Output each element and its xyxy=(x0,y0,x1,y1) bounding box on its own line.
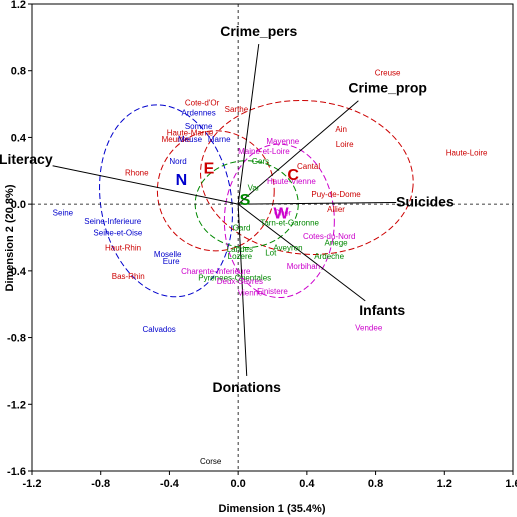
point-label-creuse: Creuse xyxy=(375,68,401,77)
point-label-mayenne: Mayenne xyxy=(266,137,299,146)
point-label-rhone: Rhone xyxy=(125,168,149,177)
group-centroid-s: S xyxy=(240,192,251,209)
point-label-eure: Eure xyxy=(163,257,180,266)
variable-vectors: Crime_pers Crime_prop Literacy Suicides Infa… xyxy=(0,23,454,395)
point-label-landes: Landes xyxy=(227,245,253,254)
point-label-gers: Gers xyxy=(252,157,269,166)
point-label-seine-inferieure: Seine-Inferieure xyxy=(84,217,141,226)
point-label-maine-et-loire: Maine-et-Loire xyxy=(238,147,290,156)
x-axis-ticks: -1.2 -0.8 -0.4 0.0 0.4 0.8 1.2 1.6 xyxy=(23,471,517,490)
point-label-ariege: Ariege xyxy=(324,239,348,248)
x-tick-label: 0.0 xyxy=(230,478,245,490)
point-label-gard: Gard xyxy=(233,223,251,232)
y-tick-label: -0.4 xyxy=(7,266,27,278)
point-label-meuse: Meuse xyxy=(178,135,203,144)
vector-line-crime-pers xyxy=(237,43,260,205)
y-tick-label: 1.2 xyxy=(11,0,26,11)
ellipse-C xyxy=(200,99,414,255)
vector-label-donations: Donations xyxy=(213,379,282,395)
x-tick-label: 0.8 xyxy=(368,478,383,490)
ellipse-W xyxy=(223,143,335,299)
y-tick-label: 0.4 xyxy=(11,132,27,144)
ellipse-N xyxy=(99,104,233,298)
x-axis-title: Dimension 1 (35.4%) xyxy=(219,503,326,515)
group-ellipses xyxy=(99,99,414,299)
point-label-calvados: Calvados xyxy=(142,325,175,334)
group-centroids: NE C S W xyxy=(176,160,300,222)
point-label-corse: Corse xyxy=(200,457,222,466)
vector-label-crime-prop: Crime_prop xyxy=(348,80,427,96)
x-tick-label: -1.2 xyxy=(23,478,42,490)
point-label-finistere: Finistere xyxy=(257,287,288,296)
point-label-charente-inferieure: Charente-Inferieure xyxy=(181,267,251,276)
point-labels: Creuse Haute-Loire Ain Loire Cantal Puy-de-Do… xyxy=(53,68,488,466)
point-label-seine-et-oise: Seine-et-Oise xyxy=(93,228,142,237)
vector-label-literacy: Literacy xyxy=(0,151,53,167)
point-label-haute-marne: Haute-Marne xyxy=(167,128,214,137)
point-label-aveyron: Aveyron xyxy=(273,244,302,253)
point-label-haute-loire: Haute-Loire xyxy=(446,148,488,157)
point-label-seine: Seine xyxy=(53,208,74,217)
point-label-meurthe: Meurthe xyxy=(162,135,192,144)
point-label-lozere: Lozere xyxy=(228,252,253,261)
point-label-cantal: Cantal xyxy=(297,162,320,171)
point-label-moselle: Moselle xyxy=(154,250,182,259)
point-label-cote-d-or: Cote-d'Or xyxy=(185,98,220,107)
vector-label-crime-pers: Crime_pers xyxy=(220,23,297,39)
group-centroid-w: W xyxy=(274,205,290,222)
point-label-tarn-et-garonne: Tarn-et-Garonne xyxy=(260,218,319,227)
point-label-sarthe: Sarthe xyxy=(225,105,249,114)
point-label-deux-sevres: Deux-Sevres xyxy=(217,277,263,286)
point-label-haut-rhin: Haut-Rhin xyxy=(105,244,141,253)
y-tick-label: 0.0 xyxy=(11,199,26,211)
vector-line-crime-prop xyxy=(237,100,359,205)
group-centroid-n: N xyxy=(176,172,188,189)
point-label-cher: Cher xyxy=(274,208,292,217)
point-label-bas-rhin: Bas-Rhin xyxy=(112,272,145,281)
point-label-allier: Allier xyxy=(327,205,345,214)
y-tick-label: -1.6 xyxy=(7,466,26,478)
point-label-vienne: Vienne xyxy=(238,289,263,298)
vector-line-literacy xyxy=(52,165,239,205)
point-label-loire: Loire xyxy=(336,140,354,149)
point-label-marne: Marne xyxy=(208,135,231,144)
point-label-ardeche: Ardeche xyxy=(314,252,344,261)
ellipse-E xyxy=(156,130,275,252)
vector-line-donations xyxy=(237,204,248,376)
y-axis-ticks: 1.2 0.8 0.4 0.0 -0.4 -0.8 -1.2 -1.6 xyxy=(7,0,32,478)
vector-label-infants: Infants xyxy=(359,302,405,318)
point-label-cotes-du-nord: Cotes-du-Nord xyxy=(303,232,355,241)
plot-frame xyxy=(31,3,514,472)
point-label-lot: Lot xyxy=(265,249,277,258)
y-tick-label: 0.8 xyxy=(11,66,26,78)
point-label-var: Var xyxy=(248,183,260,192)
x-tick-label: 1.6 xyxy=(505,478,517,490)
x-tick-label: 1.2 xyxy=(437,478,452,490)
group-centroid-e: E xyxy=(204,160,215,177)
group-centroid-c: C xyxy=(287,167,299,184)
x-tick-label: -0.4 xyxy=(160,478,180,490)
vector-line-suicides xyxy=(238,201,397,205)
x-tick-label: -0.8 xyxy=(91,478,110,490)
y-tick-label: -1.2 xyxy=(7,399,26,411)
vector-line-infants xyxy=(237,203,366,302)
point-label-ardennes: Ardennes xyxy=(182,108,216,117)
point-label-somme: Somme xyxy=(185,122,213,131)
point-label-puy-de-dome: Puy-de-Dome xyxy=(311,190,361,199)
point-label-haute-vienne: Haute-Vienne xyxy=(267,177,316,186)
y-axis-title: Dimension 2 (20.8%) xyxy=(4,184,16,291)
y-tick-label: -0.8 xyxy=(7,333,26,345)
point-label-ain: Ain xyxy=(335,125,347,134)
point-label-vendee: Vendee xyxy=(355,324,383,333)
vector-label-suicides: Suicides xyxy=(396,193,454,209)
point-label-nord: Nord xyxy=(169,157,186,166)
point-label-pyrenees-orientales: Pyrenees-Orientales xyxy=(198,274,271,283)
point-label-morbihan: Morbihan xyxy=(287,262,320,271)
x-tick-label: 0.4 xyxy=(299,478,315,490)
